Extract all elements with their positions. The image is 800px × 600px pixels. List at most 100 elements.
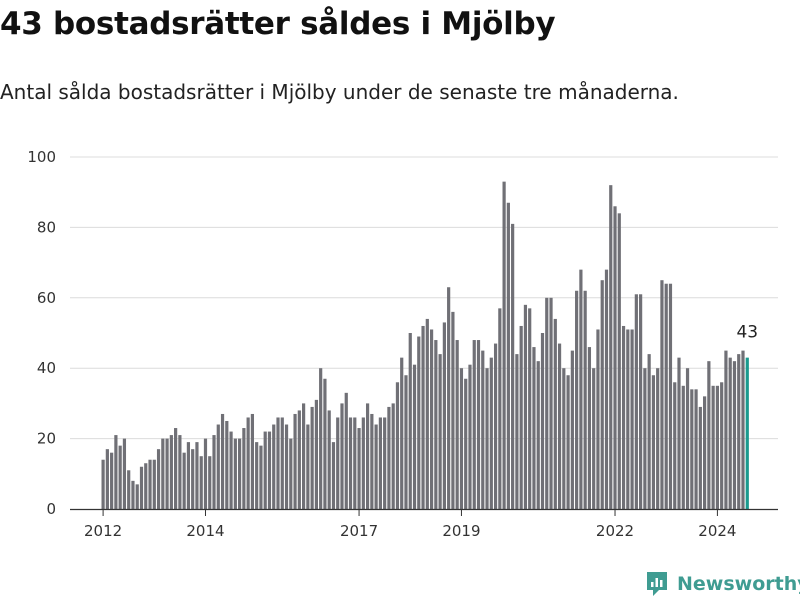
bar xyxy=(553,318,557,509)
y-tick-label: 100 xyxy=(27,148,56,166)
bar xyxy=(233,438,237,509)
bar xyxy=(703,396,707,509)
x-tick-label: 2022 xyxy=(596,522,634,540)
bar xyxy=(259,445,263,509)
bar xyxy=(600,280,604,509)
bar xyxy=(340,403,344,509)
bar xyxy=(493,343,498,509)
bar xyxy=(438,354,442,509)
bar-highlight xyxy=(745,357,749,509)
bar xyxy=(242,428,246,509)
bar xyxy=(310,406,314,509)
bar xyxy=(613,206,617,509)
bar xyxy=(208,456,212,509)
bar xyxy=(549,297,553,509)
y-tick-label: 0 xyxy=(46,500,56,518)
bar xyxy=(174,428,178,509)
bar xyxy=(690,389,694,509)
bar xyxy=(485,368,489,509)
bar xyxy=(630,329,634,509)
bar xyxy=(404,375,408,509)
bar xyxy=(587,347,592,509)
bar xyxy=(639,294,643,509)
bar xyxy=(122,438,127,509)
bar xyxy=(656,368,660,509)
bar xyxy=(323,378,327,509)
bar xyxy=(144,463,148,509)
bar xyxy=(148,459,152,509)
bar xyxy=(698,406,702,509)
bar xyxy=(348,417,353,509)
bar xyxy=(195,442,199,509)
bar xyxy=(532,347,536,509)
bar xyxy=(489,357,493,509)
bar xyxy=(643,368,647,509)
bar xyxy=(186,442,191,509)
bar xyxy=(434,340,438,509)
bar xyxy=(447,287,451,509)
bar xyxy=(383,417,387,509)
bar xyxy=(289,438,293,509)
bar xyxy=(545,297,549,509)
bar xyxy=(110,452,114,509)
bar xyxy=(579,269,583,509)
bar xyxy=(361,417,365,509)
bar xyxy=(156,449,161,509)
bar xyxy=(293,413,297,509)
bar xyxy=(391,403,395,509)
bar xyxy=(331,442,336,509)
bar xyxy=(212,435,216,509)
bar xyxy=(336,417,340,509)
bar xyxy=(425,318,429,509)
bar xyxy=(118,445,122,509)
bars xyxy=(101,181,749,509)
brand: Newsworthy xyxy=(645,569,800,599)
axes: 0 20 40 60 80 100 2012 2014 2017 2019 2022 2024 43 xyxy=(27,148,778,540)
bar xyxy=(515,354,519,509)
bar xyxy=(694,389,698,509)
bar xyxy=(284,424,289,509)
bar xyxy=(250,413,255,509)
x-tick-label: 2012 xyxy=(84,522,122,540)
bar xyxy=(562,368,566,509)
bar xyxy=(511,223,515,509)
bar xyxy=(506,202,510,509)
x-tick-label: 2024 xyxy=(698,522,736,540)
chart-subtitle: Antal sålda bostadsrätter i Mjölby under… xyxy=(0,80,679,104)
bar xyxy=(182,452,186,509)
bar xyxy=(664,283,668,509)
bar xyxy=(203,438,208,509)
bar xyxy=(668,283,673,509)
bar xyxy=(238,438,242,509)
bar xyxy=(540,333,545,509)
bar xyxy=(246,417,250,509)
y-tick-label: 60 xyxy=(37,289,56,307)
bar xyxy=(677,357,681,509)
bar xyxy=(105,449,109,509)
bar xyxy=(400,357,404,509)
bar xyxy=(575,290,579,509)
bar xyxy=(476,340,481,509)
last-value-label: 43 xyxy=(736,323,758,343)
bar xyxy=(634,294,638,509)
bar xyxy=(472,340,476,509)
bar xyxy=(229,431,233,509)
bar xyxy=(566,375,570,509)
bar xyxy=(583,290,587,509)
bar xyxy=(498,308,502,509)
bar xyxy=(353,417,357,509)
bar xyxy=(596,329,600,509)
y-tick-label: 80 xyxy=(37,218,56,236)
bar xyxy=(220,413,225,509)
bar xyxy=(280,417,284,509)
bar xyxy=(161,438,165,509)
bar xyxy=(319,368,323,509)
bar xyxy=(604,269,609,509)
bar xyxy=(502,181,506,509)
bar xyxy=(267,431,272,509)
bar xyxy=(528,308,532,509)
bar xyxy=(178,435,182,509)
bar xyxy=(131,480,135,509)
bar xyxy=(412,364,417,509)
bar xyxy=(199,456,203,509)
